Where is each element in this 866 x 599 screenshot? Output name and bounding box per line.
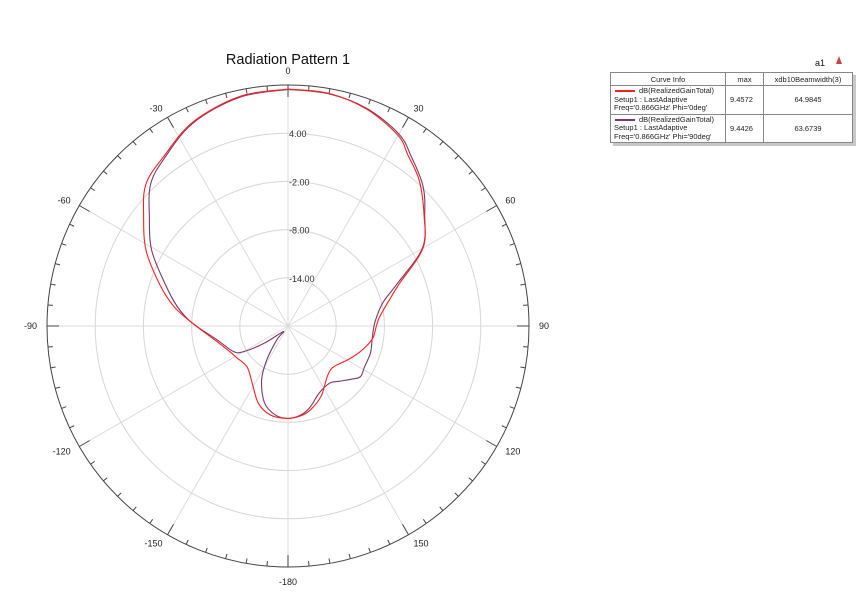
ring-label: 4.00 xyxy=(289,129,307,139)
angle-label: 90 xyxy=(539,321,549,331)
outer-angle-ring xyxy=(46,84,530,568)
legend-header-max: max xyxy=(725,72,764,86)
legend-header-beamwidth: xdb10Beamwidth(3) xyxy=(763,72,853,86)
legend-beamwidth-value: 63.6739 xyxy=(763,113,853,143)
angle-label: 150 xyxy=(414,538,429,548)
ring-label: -8.00 xyxy=(289,226,310,236)
ring-labels: 4.00 -2.00 -8.00 -14.00 xyxy=(289,129,315,284)
angle-label: 0 xyxy=(285,66,290,76)
legend-row[interactable]: dB(RealizedGainTotal) Setup1 : LastAdapt… xyxy=(610,85,853,115)
ring-label: -14.00 xyxy=(289,274,315,284)
legend-line1: dB(RealizedGainTotal) xyxy=(639,86,715,95)
legend-table: Curve Info max xdb10Beamwidth(3) dB(Real… xyxy=(610,72,853,143)
legend-line2: Setup1 : LastAdaptive xyxy=(614,123,688,132)
angle-label: -180 xyxy=(279,577,297,587)
angle-label: -150 xyxy=(144,538,162,548)
legend-curve-info: dB(RealizedGainTotal) Setup1 : LastAdapt… xyxy=(610,113,726,143)
angle-label: -60 xyxy=(58,196,71,206)
legend-header-curve-info: Curve Info xyxy=(610,72,726,86)
chart-title: Radiation Pattern 1 xyxy=(225,52,351,68)
angle-label: 60 xyxy=(505,196,515,206)
angle-labels: 0 30 60 90 120 150 -180 -150 -120 -90 -60 -30 xyxy=(24,66,549,587)
curve-phi-0deg xyxy=(142,88,426,419)
legend[interactable]: Curve Info max xdb10Beamwidth(3) dB(Real… xyxy=(610,72,853,143)
marker-name: a1 xyxy=(815,58,826,68)
angle-label: 120 xyxy=(505,447,520,457)
ring-label: -2.00 xyxy=(289,177,310,187)
legend-swatch-phi0 xyxy=(615,90,635,93)
angle-label: 30 xyxy=(414,104,424,114)
legend-beamwidth-value: 64.9845 xyxy=(763,85,853,115)
angle-label: -120 xyxy=(53,447,71,457)
legend-max-value: 9.4572 xyxy=(725,85,764,115)
legend-curve-info: dB(RealizedGainTotal) Setup1 : LastAdapt… xyxy=(610,85,726,115)
legend-header-row: Curve Info max xdb10Beamwidth(3) xyxy=(610,72,853,86)
curve-phi-90deg xyxy=(148,88,426,419)
legend-line2: Setup1 : LastAdaptive xyxy=(614,94,688,104)
legend-max-value: 9.4426 xyxy=(725,113,764,143)
marker-triangle-icon[interactable] xyxy=(836,56,842,64)
legend-row[interactable]: dB(RealizedGainTotal) Setup1 : LastAdapt… xyxy=(610,113,853,143)
legend-swatch-phi90 xyxy=(615,118,635,121)
legend-line3: Freq='0.866GHz' Phi='0deg' xyxy=(614,103,708,112)
polar-grid xyxy=(47,85,529,567)
legend-line1: dB(RealizedGainTotal) xyxy=(639,114,715,124)
pattern-curves xyxy=(142,88,426,419)
legend-line3: Freq='0.866GHz' Phi='90deg' xyxy=(614,131,712,141)
angle-label: -90 xyxy=(24,321,37,331)
angle-label: -30 xyxy=(149,104,162,114)
